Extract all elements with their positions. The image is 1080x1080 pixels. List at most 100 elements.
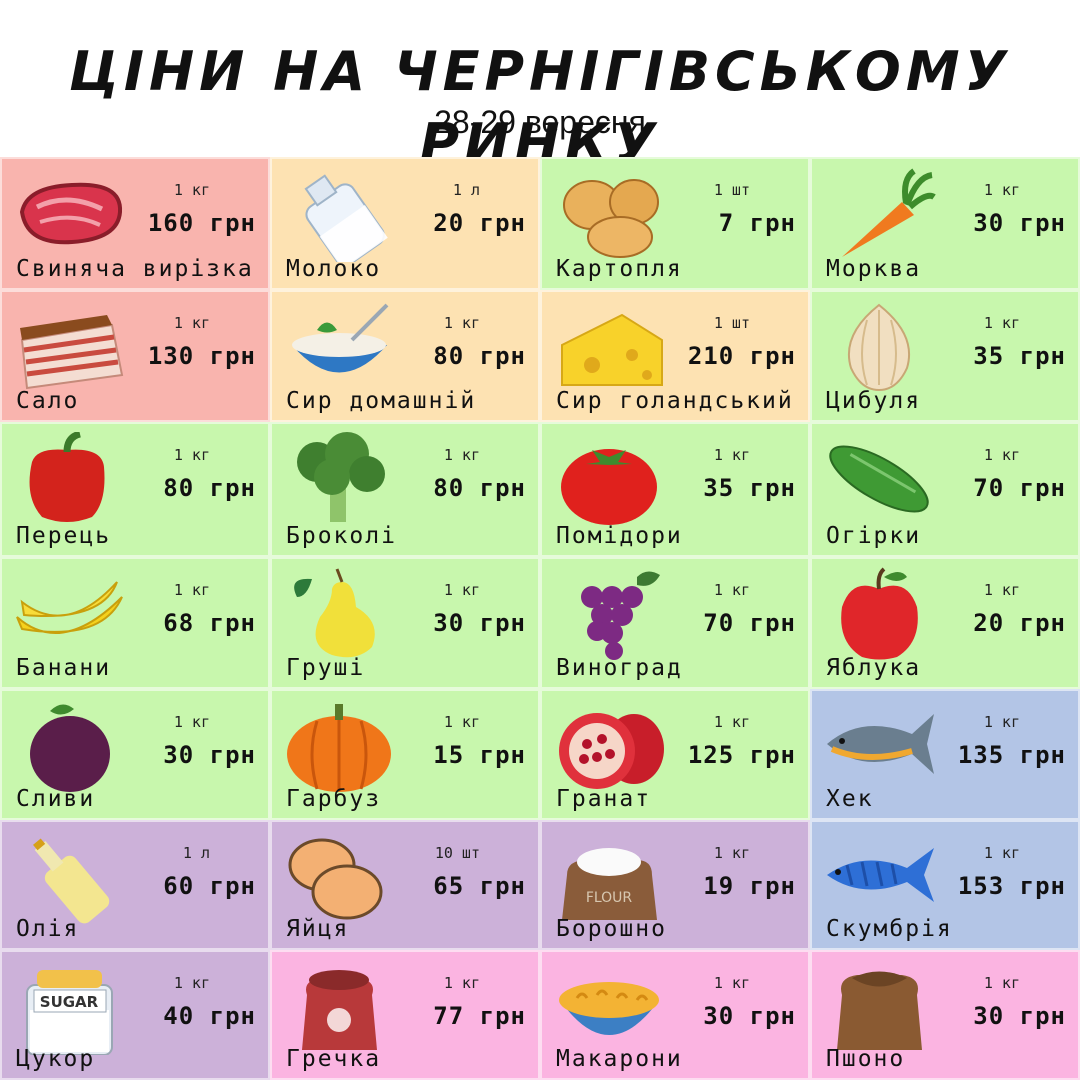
product-name: Гранат (556, 786, 652, 812)
unit-label: 10 шт (434, 844, 480, 862)
price-value: 68 грн (163, 609, 256, 637)
onion-icon (822, 300, 937, 395)
product-name: Гречка (286, 1046, 382, 1072)
product-name: Помідори (556, 523, 683, 549)
price-card: 1 кг 68 грн Банани (0, 557, 270, 689)
price-card: 1 кг 153 грн Скумбрія (810, 820, 1080, 950)
potato-icon (552, 167, 667, 262)
page-subtitle: 28-29 вересня (434, 104, 646, 140)
product-name: Молоко (286, 256, 382, 282)
product-name: Яблука (826, 655, 922, 681)
pear-icon (282, 567, 397, 662)
price-card: 1 кг 30 грн Морква (810, 157, 1080, 290)
product-name: Сало (16, 388, 80, 414)
price-value: 30 грн (433, 609, 526, 637)
price-value: 80 грн (433, 342, 526, 370)
pork-tenderloin-icon (12, 167, 127, 262)
price-value: 30 грн (973, 1002, 1066, 1030)
price-card: 1 кг 30 грн Пшоно (810, 950, 1080, 1080)
price-value: 30 грн (163, 741, 256, 769)
price-value: 70 грн (973, 474, 1066, 502)
price-card: 1 кг 30 грн Груші (270, 557, 540, 689)
unit-label: 1 л (452, 181, 480, 199)
price-value: 60 грн (163, 872, 256, 900)
price-value: 35 грн (973, 342, 1066, 370)
price-card: 1 кг 70 грн Огірки (810, 422, 1080, 557)
unit-label: 1 шт (713, 181, 750, 199)
unit-label: 1 кг (173, 974, 210, 992)
price-card: 1 шт 210 грн Сир голандський (540, 290, 810, 422)
unit-label: 1 кг (983, 581, 1020, 599)
product-name: Макарони (556, 1046, 683, 1072)
unit-label: 1 кг (713, 713, 750, 731)
price-value: 130 грн (147, 342, 256, 370)
price-value: 80 грн (163, 474, 256, 502)
price-card: 1 кг 35 грн Цибуля (810, 290, 1080, 422)
price-value: 77 грн (433, 1002, 526, 1030)
product-name: Картопля (556, 256, 683, 282)
unit-label: 1 л (182, 844, 210, 862)
product-name: Свиняча вирізка (16, 256, 254, 282)
price-value: 19 грн (703, 872, 796, 900)
unit-label: 1 кг (713, 581, 750, 599)
unit-label: 1 кг (713, 446, 750, 464)
price-value: 160 грн (147, 209, 256, 237)
product-name: Гарбуз (286, 786, 382, 812)
bell-pepper-icon (12, 430, 127, 527)
unit-label: 1 шт (713, 314, 750, 332)
price-value: 135 грн (957, 741, 1066, 769)
price-card: 1 кг 20 грн Яблука (810, 557, 1080, 689)
price-value: 7 грн (718, 209, 796, 237)
price-card: 1 кг 130 грн Сало (0, 290, 270, 422)
product-name: Сир голандський (556, 388, 794, 414)
price-card: 1 кг 135 грн Хек (810, 689, 1080, 820)
price-card: SUGAR 1 кг 40 грн Цукор (0, 950, 270, 1080)
price-value: 30 грн (703, 1002, 796, 1030)
price-card: 1 кг 160 грн Свиняча вирізка (0, 157, 270, 290)
product-name: Банани (16, 655, 112, 681)
carrot-icon (822, 167, 937, 262)
buckwheat-sack-icon (282, 960, 397, 1055)
product-name: Виноград (556, 655, 683, 681)
product-name: Сливи (16, 786, 96, 812)
price-card: 1 л 60 грн Олія (0, 820, 270, 950)
unit-label: 1 кг (983, 844, 1020, 862)
price-card: 1 шт 7 грн Картопля (540, 157, 810, 290)
unit-label: 1 кг (983, 314, 1020, 332)
product-name: Цукор (16, 1046, 96, 1072)
product-name: Пшоно (826, 1046, 906, 1072)
tomato-icon (552, 432, 667, 527)
unit-label: 1 кг (983, 446, 1020, 464)
flour-label: FLOUR (586, 890, 633, 906)
unit-label: 1 кг (173, 314, 210, 332)
page-title: ЦІНИ НА ЧЕРНІГІВСЬКОМУ РИНКУ (68, 40, 1012, 175)
product-name: Яйця (286, 916, 350, 942)
unit-label: 1 кг (173, 713, 210, 731)
product-name: Олія (16, 916, 80, 942)
cucumber-icon (822, 432, 937, 527)
product-name: Хек (826, 786, 874, 812)
unit-label: 1 кг (443, 446, 480, 464)
cottage-cheese-bowl-icon (282, 300, 397, 395)
price-card: 1 кг 70 грн Виноград (540, 557, 810, 689)
unit-label: 1 кг (173, 446, 210, 464)
pumpkin-icon (282, 699, 397, 794)
unit-label: 1 кг (983, 181, 1020, 199)
product-name: Скумбрія (826, 916, 953, 942)
price-card: 1 кг 125 грн Гранат (540, 689, 810, 820)
price-value: 20 грн (433, 209, 526, 237)
flour-sack-icon: FLOUR (552, 830, 667, 925)
price-value: 65 грн (433, 872, 526, 900)
unit-label: 1 кг (443, 974, 480, 992)
mackerel-fish-icon (822, 830, 937, 925)
unit-label: 1 кг (443, 713, 480, 731)
price-value: 15 грн (433, 741, 526, 769)
svg-text:SUGAR: SUGAR (40, 993, 99, 1011)
price-card: 1 л 20 грн Молоко (270, 157, 540, 290)
unit-label: 1 кг (173, 581, 210, 599)
price-value: 125 грн (687, 741, 796, 769)
unit-label: 1 кг (713, 844, 750, 862)
price-card: 1 кг 30 грн Сливи (0, 689, 270, 820)
pomegranate-icon (552, 699, 667, 794)
bananas-icon (12, 567, 127, 662)
